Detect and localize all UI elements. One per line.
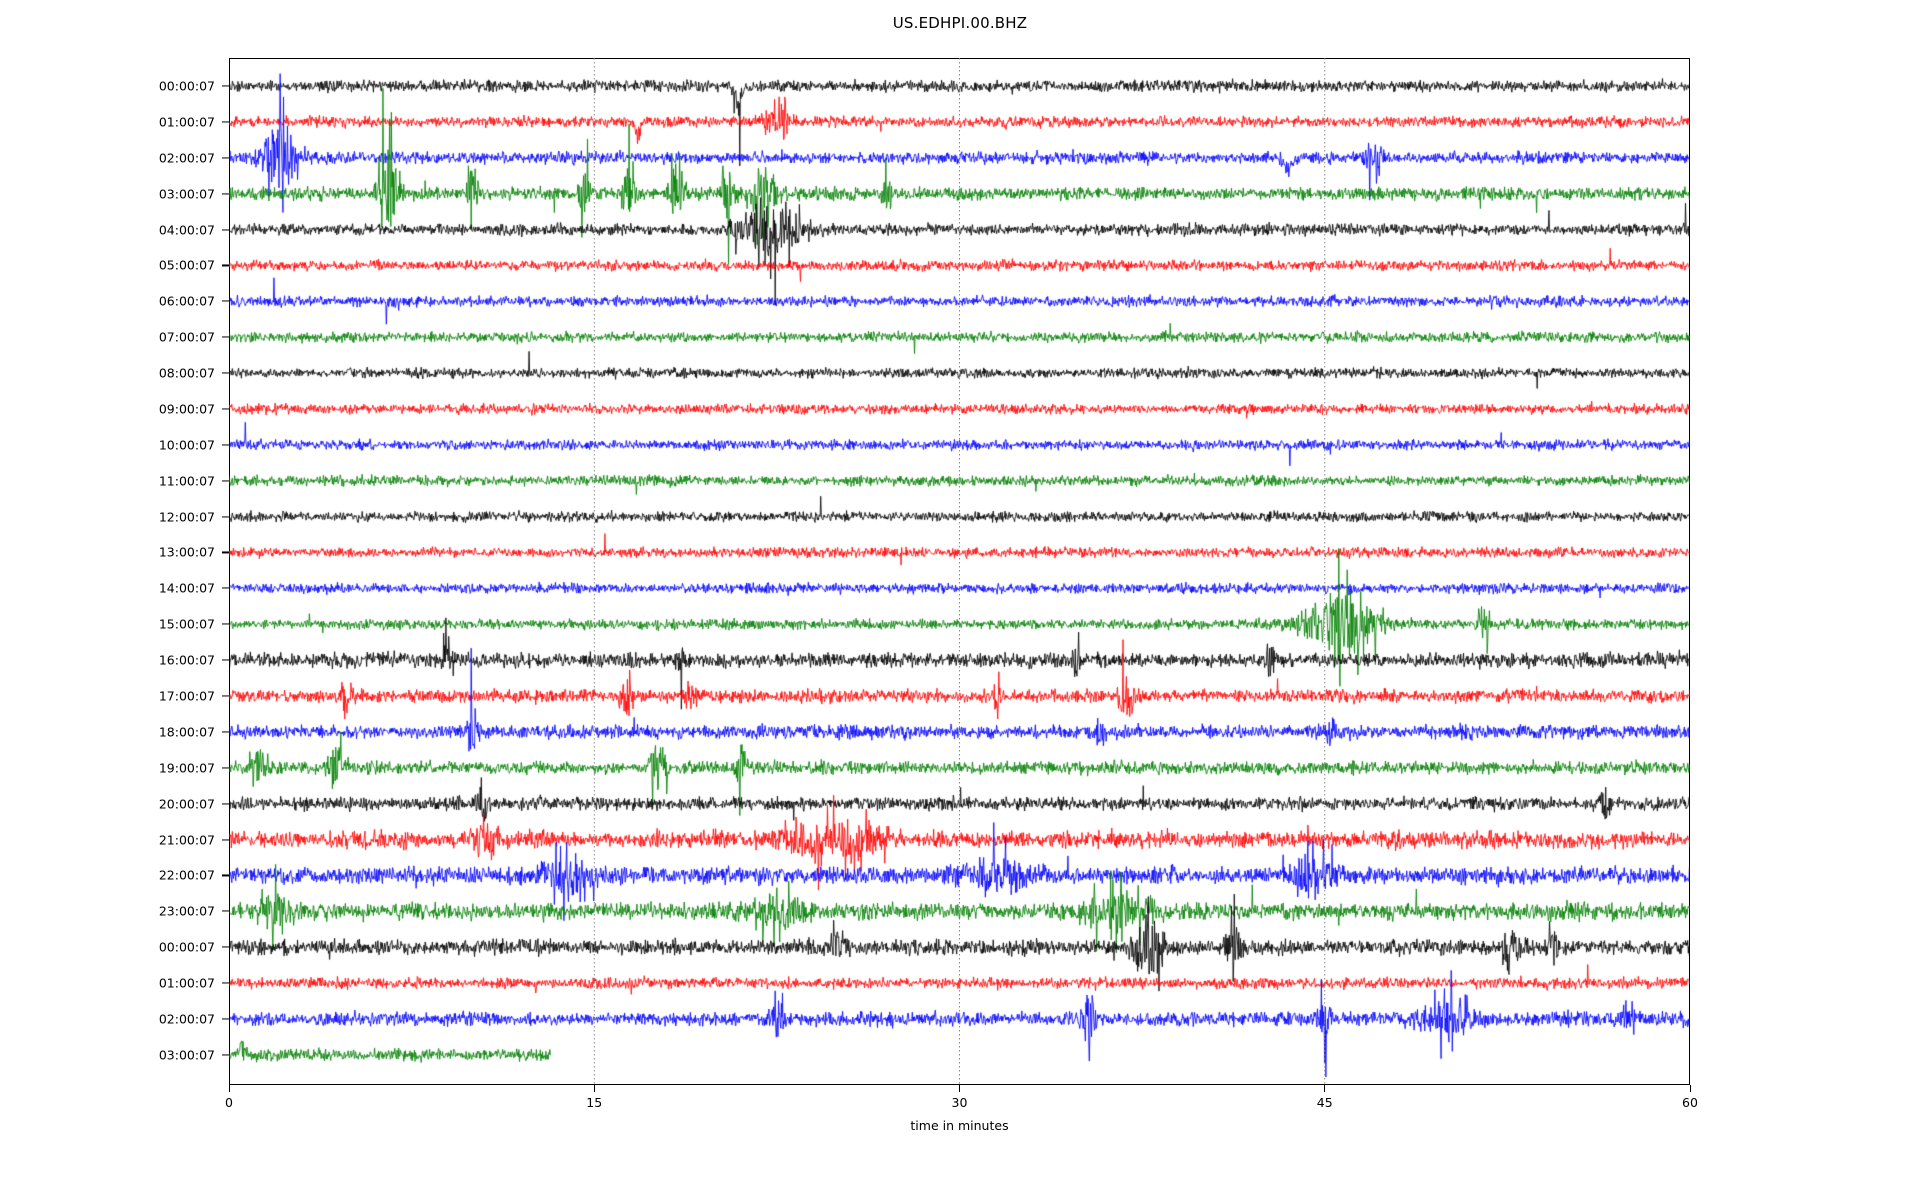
y-axis-tick-mark [222,910,229,912]
y-axis-tick-mark [222,982,229,984]
y-axis-tick-mark [222,767,229,769]
y-axis-tick-label: 21:00:07 [158,832,215,848]
x-axis-tick-mark [1324,1085,1326,1092]
x-axis-tick-mark [1689,1085,1691,1092]
y-axis-tick-mark [222,408,229,410]
x-axis-tick-label: 0 [225,1095,233,1110]
y-axis-tick-label: 13:00:07 [158,544,215,560]
y-axis-tick-label: 09:00:07 [158,401,215,417]
y-axis-tick-label: 19:00:07 [158,760,215,776]
x-axis-title: time in minutes [910,1118,1009,1133]
y-axis-tick-mark [222,372,229,374]
y-axis-tick-mark [222,264,229,266]
seismogram-traces-canvas [229,58,1690,1085]
x-axis-tick-labels: 0 15 30 45 60 [225,1085,1698,1125]
y-axis-tick-mark [222,803,229,805]
y-axis-tick-label: 22:00:07 [158,867,215,883]
y-axis-tick-label: 11:00:07 [158,473,215,489]
y-axis-tick-label: 05:00:07 [158,257,215,273]
y-axis-tick-label: 02:00:07 [158,1011,215,1027]
x-axis-tick-mark [228,1085,230,1092]
y-axis-tick-mark [222,1018,229,1020]
y-axis-tick-mark [222,659,229,661]
y-axis-tick-label: 07:00:07 [158,329,215,345]
y-axis-tick-label: 01:00:07 [158,975,215,991]
y-axis-tick-label: 16:00:07 [158,652,215,668]
y-axis-tick-label: 18:00:07 [158,724,215,740]
y-axis-tick-label: 04:00:07 [158,222,215,238]
y-axis-tick-label: 08:00:07 [158,365,215,381]
y-axis-tick-label: 01:00:07 [158,114,215,130]
y-axis-tick-mark [222,300,229,302]
y-axis-tick-mark [222,336,229,338]
y-axis-tick-mark [222,623,229,625]
y-axis-tick-mark [222,1054,229,1056]
y-axis-tick-label: 23:00:07 [158,903,215,919]
x-axis-tick-mark [593,1085,595,1092]
y-axis-tick-mark [222,193,229,195]
y-axis-tick-mark [222,551,229,554]
y-axis-tick-mark [222,731,229,733]
y-axis-tick-label: 20:00:07 [158,796,215,812]
y-axis-tick-label: 03:00:07 [158,1047,215,1063]
y-axis-tick-label: 14:00:07 [158,580,215,596]
x-axis-tick-label: 15 [586,1095,603,1110]
y-axis-tick-label: 17:00:07 [158,688,215,704]
y-axis-tick-mark [222,516,229,518]
y-axis-tick-label: 03:00:07 [158,186,215,202]
y-axis-tick-mark [222,695,229,697]
y-axis-tick-label: 06:00:07 [158,293,215,309]
y-axis-tick-mark [222,480,229,482]
y-axis-tick-labels: 00:00:07 01:00:07 02:00:07 03:00:07 04:00:07… [0,58,229,1085]
y-axis-tick-mark [222,874,229,876]
y-axis-tick-label: 00:00:07 [158,78,215,94]
y-axis-tick-label: 15:00:07 [158,616,215,632]
y-axis-tick-label: 00:00:07 [158,939,215,955]
x-axis-tick-label: 60 [1682,1095,1698,1110]
y-axis-tick-mark [222,121,229,123]
y-axis-tick-mark [222,85,229,87]
y-axis-tick-label: 02:00:07 [158,150,215,166]
y-axis-tick-label: 12:00:07 [158,509,215,525]
page-title: US.EDHPI.00.BHZ [892,14,1028,32]
y-axis-tick-mark [222,157,229,159]
y-axis-tick-mark [222,444,229,446]
y-axis-tick-mark [222,228,229,231]
y-axis-tick-mark [222,839,229,841]
y-axis-tick-mark [222,946,229,948]
y-axis-tick-mark [222,587,229,589]
x-axis-tick-label: 45 [1316,1095,1333,1110]
y-axis-tick-label: 10:00:07 [158,437,215,453]
x-axis-tick-label: 30 [951,1095,968,1110]
x-axis-tick-mark [959,1085,961,1092]
